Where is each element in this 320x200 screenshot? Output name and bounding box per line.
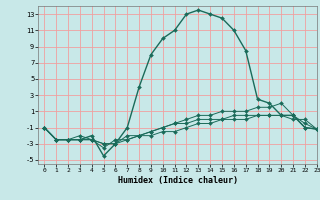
- X-axis label: Humidex (Indice chaleur): Humidex (Indice chaleur): [118, 176, 238, 185]
